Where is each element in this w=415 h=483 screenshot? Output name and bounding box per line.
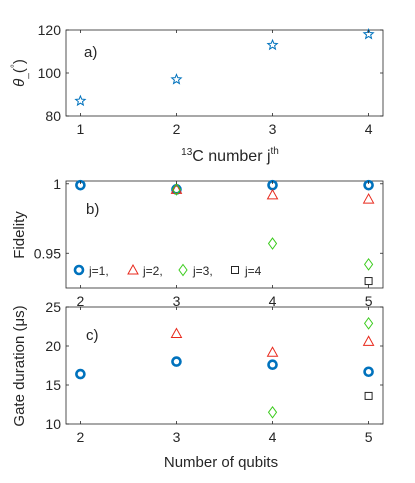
panel-a-xlabel: 13C number jth	[181, 146, 279, 165]
panel-c-ylabel: Gate duration (μs)	[11, 305, 28, 426]
fidelity-point-square	[364, 277, 373, 286]
panel-b-axes-box	[65, 180, 384, 289]
star-point	[74, 94, 87, 107]
panel-c-ticks: 2 3 4 5 10 15 20 25	[45, 299, 383, 445]
fidelity-point-diamond	[267, 237, 278, 250]
panel-c-ytick-label: 25	[45, 299, 61, 315]
panel-b-xtick-label: 5	[365, 293, 373, 309]
panel-c-xlabel: Number of qubits	[164, 454, 278, 471]
panel-b-legend: j=1, j=2, j=3, j=4	[73, 263, 262, 278]
duration-point-triangle	[170, 327, 183, 339]
legend-label: j=3,	[192, 264, 213, 278]
panel-a-xtick-label: 1	[77, 121, 85, 137]
panel-b-marks	[75, 179, 375, 286]
panel-a-xtick-label: 3	[269, 121, 277, 137]
panel-c-xtick-label: 5	[365, 429, 373, 445]
duration-point-triangle	[266, 346, 279, 357]
legend-label: j=2,	[142, 264, 163, 278]
fidelity-point-diamond	[171, 182, 182, 196]
panel-b: 2 3 4 5 0.95 1 b) Fidelity j=1, j=2, j=3, j=4	[11, 176, 384, 309]
panel-a-ylabel: θ_(°)	[10, 59, 30, 87]
panel-a-ticks: 1 2 3 4 80 100 120	[38, 22, 383, 137]
panel-b-xtick-label: 2	[77, 293, 85, 309]
fidelity-point-diamond	[363, 258, 374, 271]
legend-item: j=4	[231, 264, 262, 278]
panel-a-axes-box	[65, 29, 384, 117]
duration-point-triangle	[362, 335, 375, 346]
star-point	[362, 27, 375, 40]
legend-item: j=3,	[178, 263, 213, 278]
duration-point-circle	[75, 368, 86, 380]
legend-label: j=1,	[88, 264, 109, 278]
fidelity-point-triangle	[362, 193, 375, 204]
panel-c-ytick-label: 10	[45, 416, 61, 432]
legend-marker-square	[231, 266, 239, 274]
duration-point-square	[364, 391, 373, 400]
panel-a-ytick-label: 100	[38, 65, 62, 81]
panel-c-ytick-label: 20	[45, 338, 61, 354]
fidelity-point-triangle	[266, 188, 279, 200]
panel-c-label: c)	[86, 327, 99, 344]
legend-marker-circle	[73, 264, 85, 276]
panel-c-xtick-label: 3	[173, 429, 181, 445]
panel-c-axes-box	[65, 306, 384, 425]
panel-a-xtick-label: 4	[365, 121, 373, 137]
panel-b-xtick-label: 3	[173, 293, 181, 309]
panel-b-ytick-label: 1	[53, 176, 61, 192]
panel-b-ticks: 2 3 4 5 0.95 1	[34, 176, 383, 309]
star-point	[266, 38, 279, 51]
panel-a-ytick-label: 80	[45, 108, 61, 124]
legend-item: j=2,	[127, 263, 163, 278]
panel-c-marks	[75, 317, 375, 419]
legend-marker-diamond	[178, 263, 188, 277]
panel-a-ytick-label: 120	[38, 22, 62, 38]
panel-b-ylabel: Fidelity	[11, 211, 28, 259]
duration-point-diamond	[267, 405, 278, 419]
panel-a-label: a)	[84, 44, 97, 61]
duration-point-diamond	[363, 317, 374, 330]
panel-c-xtick-label: 4	[269, 429, 277, 445]
panel-a-marks	[74, 27, 375, 107]
legend-item: j=1,	[73, 264, 109, 278]
panel-a: 1 2 3 4 80 100 120 a) 13C number jth θ_(°)	[10, 22, 384, 165]
panel-a-xtick-label: 2	[173, 121, 181, 137]
fidelity-point-triangle	[170, 183, 183, 194]
panel-b-label: b)	[86, 201, 99, 218]
panel-c-xtick-label: 2	[77, 429, 85, 445]
legend-label: j=4	[244, 264, 262, 278]
panel-b-xtick-label: 4	[269, 293, 277, 309]
panel-c-ytick-label: 15	[45, 377, 61, 393]
duration-point-circle	[267, 359, 278, 371]
panel-c: 2 3 4 5 10 15 20 25 c) Number of qubits Gate du…	[11, 299, 384, 471]
star-point	[170, 73, 183, 85]
legend-marker-triangle	[127, 263, 139, 275]
panel-b-ytick-label: 0.95	[34, 245, 61, 261]
duration-point-circle	[171, 356, 182, 367]
duration-point-circle	[363, 366, 374, 378]
